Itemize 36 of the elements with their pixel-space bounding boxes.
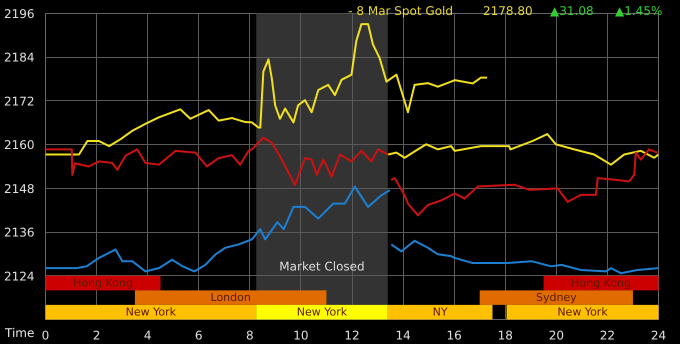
x-tick-label: 14 <box>395 328 411 342</box>
band-label: New York <box>296 306 348 319</box>
chart-title: - 8 Mar Spot Gold <box>348 4 453 18</box>
y-tick-label: 2160 <box>4 138 35 152</box>
x-tick-label: 8 <box>246 328 254 342</box>
band-label: Market Closed <box>279 260 365 274</box>
annotation: 2178.80 <box>483 4 533 18</box>
y-tick-label: 2196 <box>4 7 35 21</box>
y-tick-label: 2136 <box>4 226 35 240</box>
y-tick-label: 2148 <box>4 182 35 196</box>
band-label: Sydney <box>536 291 578 304</box>
band-label: New York <box>126 306 177 319</box>
line-series <box>387 133 658 166</box>
band-label: London <box>210 291 251 304</box>
band-label: Hong Kong <box>571 276 631 290</box>
y-tick-label: 2184 <box>4 50 35 65</box>
line-series <box>46 23 488 156</box>
x-tick-label: 2 <box>92 328 100 342</box>
x-tick-label: 24 <box>650 328 666 342</box>
x-tick-label: 0 <box>42 328 50 342</box>
x-tick-label: 10 <box>293 328 309 342</box>
x-tick-label: 6 <box>194 328 203 342</box>
x-tick-label: 18 <box>498 328 513 342</box>
x-axis-title: Time <box>5 326 34 340</box>
annotation: ▲31.08 <box>550 4 594 18</box>
x-tick-label: 20 <box>548 328 564 342</box>
y-tick-label: 2172 <box>4 94 35 108</box>
x-tick-label: 16 <box>446 328 462 342</box>
x-tick-label: 4 <box>144 328 152 342</box>
y-tick-label: 2124 <box>4 269 35 284</box>
band-label: Hong Kong <box>73 276 133 290</box>
band-label: NY <box>432 306 448 319</box>
annotation: ▲1.45% <box>615 4 662 18</box>
band-label: New York <box>557 306 608 319</box>
x-tick-label: 12 <box>344 328 360 342</box>
x-tick-label: 22 <box>600 328 616 342</box>
